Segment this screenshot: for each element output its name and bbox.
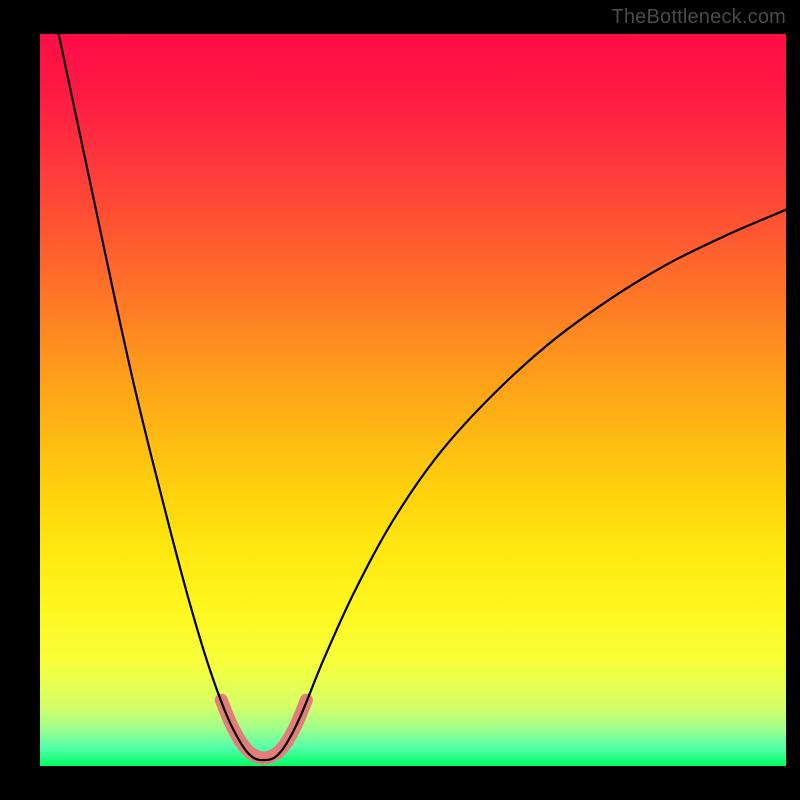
watermark-text: TheBottleneck.com: [611, 6, 786, 29]
chart-frame: TheBottleneck.com: [0, 0, 800, 800]
plot-area: [40, 34, 786, 766]
bottleneck-chart: [0, 0, 800, 800]
